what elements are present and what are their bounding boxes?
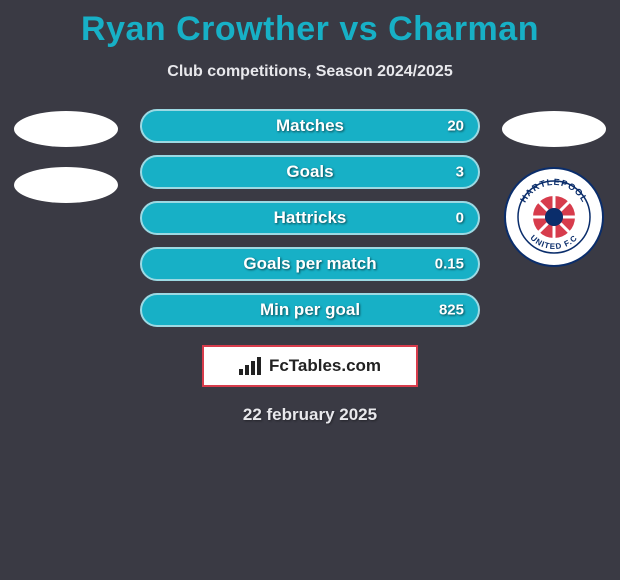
- right-crest-column: HARTLEPOOL UNITED F.C: [498, 109, 610, 267]
- brand-text: FcTables.com: [269, 356, 381, 376]
- left-crest-column: [10, 109, 122, 203]
- hartlepool-crest: HARTLEPOOL UNITED F.C: [504, 167, 604, 267]
- stat-bar-hattricks: Hattricks 0: [140, 201, 480, 235]
- page-title: Ryan Crowther vs Charman: [0, 0, 620, 49]
- player2-name: Charman: [388, 10, 539, 48]
- subtitle: Club competitions, Season 2024/2025: [0, 63, 620, 81]
- date-text: 22 february 2025: [0, 405, 620, 425]
- stat-bar-goals: Goals 3: [140, 155, 480, 189]
- stat-bars: Matches 20 Goals 3 Hattricks 0 Goals per match…: [140, 109, 480, 327]
- stat-label: Goals: [286, 162, 333, 182]
- stat-value-right: 825: [439, 302, 464, 319]
- comparison-content: Matches 20 Goals 3 Hattricks 0 Goals per match…: [0, 109, 620, 327]
- stat-bar-min-per-goal: Min per goal 825: [140, 293, 480, 327]
- player1-crest-placeholder: [14, 111, 118, 147]
- brand-badge[interactable]: FcTables.com: [202, 345, 418, 387]
- stat-value-right: 3: [456, 164, 464, 181]
- stat-value-right: 0: [456, 210, 464, 227]
- stat-value-right: 0.15: [435, 256, 464, 273]
- club-crest-icon: HARTLEPOOL UNITED F.C: [504, 167, 604, 267]
- player1-crest-placeholder-2: [14, 167, 118, 203]
- player1-name: Ryan Crowther: [81, 10, 329, 48]
- stat-label: Goals per match: [243, 254, 376, 274]
- stat-bar-goals-per-match: Goals per match 0.15: [140, 247, 480, 281]
- stat-label: Min per goal: [260, 300, 360, 320]
- stat-value-right: 20: [447, 118, 464, 135]
- stat-label: Matches: [276, 116, 344, 136]
- vs-text: vs: [339, 10, 378, 48]
- stat-bar-matches: Matches 20: [140, 109, 480, 143]
- bar-chart-icon: [239, 357, 261, 375]
- stat-label: Hattricks: [274, 208, 347, 228]
- player2-crest-placeholder: [502, 111, 606, 147]
